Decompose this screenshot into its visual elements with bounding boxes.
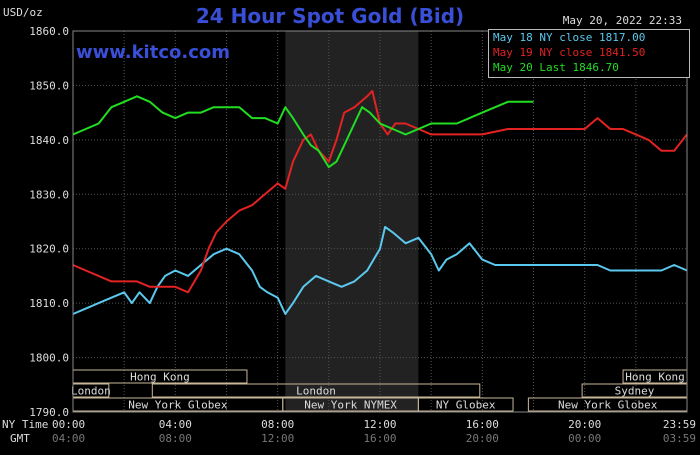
timestamp: May 20, 2022 22:33 [562, 14, 682, 27]
gmt-tick-label: 08:00 [159, 432, 192, 445]
y-axis-ticks: 1860.0 1850.0 1840.0 1830.0 1820.0 1810.0 1800… [29, 25, 69, 419]
plot-border [72, 30, 688, 413]
kitco-watermark: www.kitco.com [76, 42, 230, 63]
gmt-tick-label: 03:59 [663, 432, 696, 445]
ny-tick-label: 16:00 [466, 418, 499, 431]
session-label: London [296, 385, 336, 398]
legend-entry-may19: May 19 NY close 1841.50 [493, 46, 646, 59]
ny-tick-label: 04:00 [159, 418, 192, 431]
ny-tick-label: 23:59 [663, 418, 696, 431]
gmt-tick-label: 12:00 [261, 432, 294, 445]
session-label: Hong Kong [625, 371, 685, 384]
y-tick-label: 1800.0 [29, 352, 69, 365]
y-tick-label: 1840.0 [29, 134, 69, 147]
session-label: New York Globex [558, 399, 658, 412]
ny-tick-label: 08:00 [261, 418, 294, 431]
ny-time-label: NY Time [2, 418, 48, 431]
series-line-may-19 [72, 89, 688, 294]
series-line-may-18 [72, 225, 688, 315]
session-label: Hong Kong [130, 371, 190, 384]
gmt-tick-label: 04:00 [52, 432, 85, 445]
legend: May 18 NY close 1817.00 May 19 NY close … [488, 29, 690, 78]
ny-tick-label: 12:00 [363, 418, 396, 431]
y-tick-label: 1820.0 [29, 243, 69, 256]
session-label: New York NYMEX [304, 399, 397, 412]
session-box [417, 397, 514, 412]
gmt-label: GMT [10, 432, 30, 445]
legend-entry-may18: May 18 NY close 1817.00 [493, 31, 646, 44]
gmt-tick-label: 00:00 [568, 432, 601, 445]
session-label: New York Globex [128, 399, 228, 412]
session-label: Sydney [615, 385, 655, 398]
series-line-may-20 [72, 95, 534, 169]
y-tick-label: 1790.0 [29, 406, 69, 419]
y-tick-label: 1830.0 [29, 188, 69, 201]
session-label: London [71, 385, 111, 398]
gmt-tick-label: 16:00 [363, 432, 396, 445]
y-tick-label: 1850.0 [29, 79, 69, 92]
price-lines [72, 89, 688, 315]
chart-title: 24 Hour Spot Gold (Bid) [195, 4, 465, 28]
nymex-session-shade [285, 31, 419, 412]
session-label: NY Globex [436, 399, 496, 412]
ny-tick-label: 00:00 [52, 418, 85, 431]
ny-tick-label: 20:00 [568, 418, 601, 431]
y-tick-label: 1860.0 [29, 25, 69, 38]
y-tick-label: 1810.0 [29, 297, 69, 310]
session-box [151, 383, 481, 398]
unit-label: USD/oz [3, 6, 43, 19]
gmt-tick-label: 20:00 [466, 432, 499, 445]
legend-entry-may20: May 20 Last 1846.70 [493, 61, 619, 74]
